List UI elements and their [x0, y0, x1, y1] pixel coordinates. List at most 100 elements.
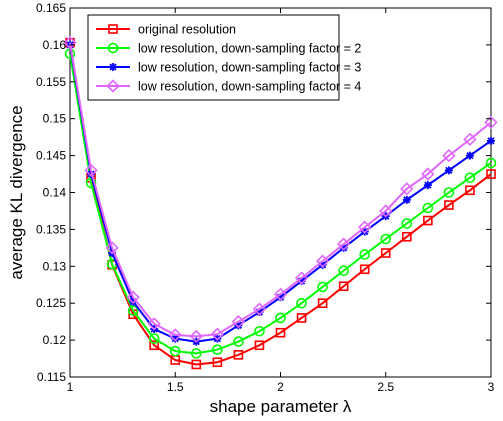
data-point [359, 264, 370, 275]
data-point [275, 327, 286, 338]
data-point [171, 334, 180, 343]
y-tick-label: 0.155 [36, 75, 66, 89]
data-point [297, 277, 306, 286]
data-point [231, 315, 246, 329]
data-point [105, 241, 119, 255]
y-tick-label: 0.16 [43, 38, 67, 52]
data-point [149, 340, 159, 351]
y-tick-label: 0.115 [37, 370, 66, 384]
x-tick-label: 2.5 [377, 380, 394, 394]
x-tick-label: 2 [277, 380, 284, 394]
data-point [252, 302, 267, 316]
data-point [210, 327, 224, 341]
data-point [421, 167, 435, 181]
data-point [148, 333, 160, 344]
data-point [169, 345, 181, 357]
data-point [296, 297, 307, 309]
y-tick-label: 0.165 [36, 1, 66, 15]
legend-entry: original resolution [96, 23, 236, 37]
data-point [318, 260, 327, 269]
x-tick-label: 1 [67, 380, 74, 394]
data-point [273, 287, 288, 301]
data-point [212, 357, 223, 368]
legend-swatch-marker [106, 79, 120, 93]
y-tick-label: 0.14 [43, 186, 67, 200]
x-axis-label: shape parameter λ [210, 397, 352, 416]
data-point [444, 200, 454, 210]
data-point [337, 237, 351, 251]
data-point [255, 308, 264, 317]
data-point [212, 344, 223, 355]
data-point [85, 177, 97, 189]
legend-swatch-marker [109, 63, 117, 71]
data-point [423, 181, 432, 190]
series-line [69, 42, 492, 338]
data-point [443, 187, 455, 198]
legend-swatch-marker [107, 42, 119, 54]
data-point [189, 329, 203, 344]
series-4 [63, 36, 498, 344]
data-point [338, 265, 349, 277]
y-tick-label: 0.135 [36, 222, 66, 236]
legend: original resolution low resolution, down-… [87, 14, 361, 101]
data-point [401, 218, 413, 229]
data-point [63, 36, 77, 50]
data-point [487, 136, 495, 145]
data-point [465, 185, 475, 196]
data-point [127, 305, 139, 316]
data-point [234, 321, 243, 330]
data-point [275, 312, 286, 324]
series-line [69, 53, 492, 355]
data-point [358, 220, 372, 234]
series-line [69, 42, 492, 366]
x-tick-label: 3 [488, 380, 495, 394]
data-point [338, 281, 349, 292]
y-tick-label: 0.12 [43, 333, 67, 347]
y-tick-label: 0.13 [43, 259, 67, 273]
data-point [359, 249, 371, 260]
data-point [380, 248, 391, 258]
series-2 [64, 48, 497, 359]
data-point [276, 293, 285, 302]
data-point [402, 195, 411, 204]
legend-entry: low resolution, down-sampling factor = 2 [96, 42, 361, 56]
data-point [486, 169, 496, 179]
data-point [379, 204, 393, 218]
data-point [464, 172, 476, 184]
y-tick-label: 0.15 [43, 112, 67, 126]
data-point [484, 115, 498, 130]
data-point [191, 348, 202, 359]
data-point [315, 254, 330, 268]
series-layer [63, 36, 498, 370]
data-point [485, 157, 497, 169]
data-point [400, 182, 414, 196]
data-point [296, 313, 307, 323]
data-point [254, 325, 265, 337]
data-point [423, 215, 433, 226]
data-point [191, 359, 202, 370]
tick-layer: 1 1.5 2 2.5 3 0.115 0.12 0.125 0.13 0.135 0.14 0.14… [36, 1, 495, 394]
y-tick-label: 0.145 [36, 149, 66, 163]
data-point [463, 132, 477, 146]
y-axis-label: average KL divergence [7, 105, 26, 279]
series-1 [65, 37, 496, 370]
data-point [233, 336, 244, 347]
data-point [442, 148, 456, 163]
data-point [233, 350, 244, 360]
y-tick-label: 0.125 [36, 296, 66, 310]
data-point [168, 328, 182, 342]
legend-label: low resolution, down-sampling factor = 2 [138, 42, 361, 56]
data-point [465, 151, 474, 160]
data-point [401, 231, 412, 242]
legend-entry: low resolution, down-sampling factor = 4 [96, 79, 361, 94]
data-point [294, 271, 309, 285]
data-point [422, 202, 434, 214]
data-point [317, 298, 328, 309]
legend-entry: low resolution, down-sampling factor = 3 [96, 61, 361, 75]
legend-label: low resolution, down-sampling factor = 3 [138, 61, 361, 75]
legend-label: original resolution [138, 23, 236, 37]
data-point [444, 166, 453, 175]
data-point [147, 317, 161, 331]
data-point [254, 340, 265, 351]
